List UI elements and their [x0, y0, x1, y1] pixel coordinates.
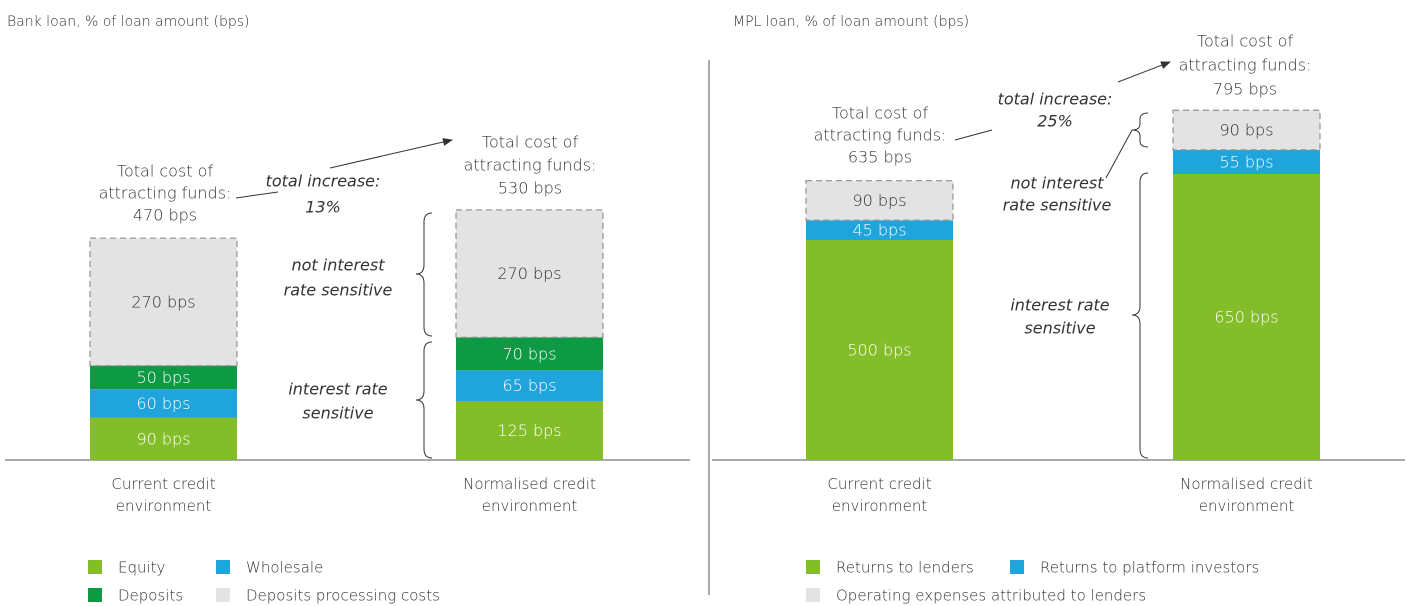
- annotation: 25%: [1037, 112, 1073, 131]
- annotation: total increase:: [998, 90, 1113, 109]
- bar-segment: [456, 370, 603, 401]
- annotation: interest rate: [288, 380, 387, 399]
- annotation: rate sensitive: [1003, 196, 1112, 215]
- bar-segment: [1173, 174, 1320, 460]
- bar-segment: [456, 401, 603, 460]
- connector: [235, 191, 279, 199]
- annotation: rate sensitive: [284, 281, 393, 300]
- value-label: 65 bps: [502, 376, 556, 395]
- subtitle: MPL loan, % of loan amount (bps): [733, 14, 969, 30]
- annotation: 530 bps: [498, 179, 562, 198]
- annotation: interest rate: [1010, 296, 1109, 315]
- annotation: 795 bps: [1213, 80, 1277, 99]
- bar-segment: [455, 209, 604, 338]
- annotation: attracting funds:: [464, 156, 597, 175]
- value-label: 50 bps: [136, 368, 190, 387]
- connector: [1105, 129, 1133, 179]
- value-label: 500 bps: [847, 341, 911, 360]
- value-label: 55 bps: [1219, 152, 1273, 171]
- bar-segment: [89, 237, 238, 367]
- category-label: Current credit environment: [827, 475, 931, 515]
- annotation: total increase:: [266, 172, 381, 191]
- annotation: 470 bps: [133, 206, 197, 225]
- annotation: Total cost of: [1197, 32, 1294, 51]
- category-label: Current credit environment: [111, 475, 215, 515]
- legend-label: Wholesale: [246, 559, 323, 577]
- annotation: sensitive: [302, 404, 373, 423]
- brace: [1131, 172, 1149, 459]
- value-label: 650 bps: [1214, 308, 1278, 327]
- brace: [415, 341, 433, 459]
- legend-swatch: [216, 560, 230, 574]
- legend-label: Returns to platform investors: [1040, 559, 1259, 577]
- value-label: 60 bps: [136, 394, 190, 413]
- legend-swatch: [88, 560, 102, 574]
- value-label: 45 bps: [852, 221, 906, 240]
- brace: [1131, 112, 1149, 148]
- legend-swatch: [88, 588, 102, 602]
- legend-label: Deposits processing costs: [246, 587, 440, 605]
- arrow: [329, 138, 453, 169]
- annotation: not interest: [1010, 174, 1104, 193]
- annotation: sensitive: [1024, 319, 1095, 338]
- bar-segment: [90, 417, 237, 460]
- legend-swatch: [1010, 560, 1024, 574]
- bar-segment: [1172, 109, 1321, 151]
- annotation: 13%: [305, 198, 341, 217]
- value-label: 90 bps: [136, 429, 190, 448]
- legend-swatch: [806, 560, 820, 574]
- connector: [954, 129, 993, 141]
- value-label: 270 bps: [497, 264, 561, 283]
- value-label: 90 bps: [852, 191, 906, 210]
- annotation: Total cost of: [832, 104, 929, 123]
- bar-segment: [806, 220, 953, 240]
- legend-swatch: [806, 588, 820, 602]
- bar-segment: [90, 365, 237, 390]
- annotation: attracting funds:: [1179, 56, 1312, 75]
- legend-label: Equity: [118, 559, 166, 577]
- annotation: Total cost of: [482, 133, 579, 152]
- legend-label: Returns to lenders: [836, 559, 974, 577]
- legend-swatch: [216, 588, 230, 602]
- value-label: 90 bps: [1219, 121, 1273, 140]
- value-label: 270 bps: [131, 292, 195, 311]
- value-label: 70 bps: [502, 344, 556, 363]
- legend-label: Operating expenses attributed to lenders: [836, 587, 1146, 605]
- category-label: Normalised credit environment: [1180, 475, 1313, 515]
- subtitle: Bank loan, % of loan amount (bps): [7, 14, 250, 30]
- bar-segment: [90, 389, 237, 418]
- legend-label: Deposits: [118, 587, 183, 605]
- bar-segment: [806, 240, 953, 460]
- category-label: Normalised credit environment: [463, 475, 596, 515]
- annotation: attracting funds:: [814, 126, 947, 145]
- annotation: 635 bps: [848, 148, 912, 167]
- bar-segment: [1173, 149, 1320, 174]
- annotation: Total cost of: [117, 162, 214, 181]
- annotation: not interest: [291, 256, 385, 275]
- arrow: [1117, 61, 1171, 83]
- bar-segment: [805, 179, 954, 221]
- bar-segment: [456, 337, 603, 371]
- brace: [415, 212, 433, 337]
- annotation: attracting funds:: [99, 184, 232, 203]
- value-label: 125 bps: [497, 421, 561, 440]
